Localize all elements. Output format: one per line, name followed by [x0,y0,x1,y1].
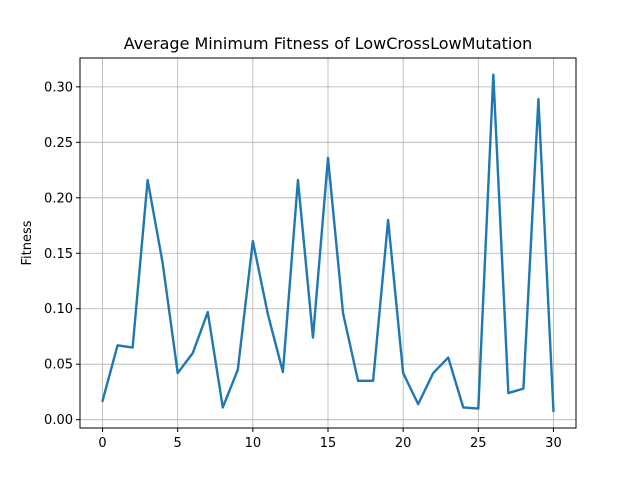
x-tick-label: 20 [395,436,412,451]
fitness-line [101,73,555,413]
x-tick-label: 0 [98,436,106,451]
chart-title: Average Minimum Fitness of LowCrossLowMu… [124,34,533,53]
x-tick-label: 25 [470,436,487,451]
y-tick-label: 0.05 [44,358,73,373]
plot-line-group [101,73,555,413]
y-tick-label: 0.15 [44,247,73,262]
y-tick-label: 0.00 [44,413,73,428]
y-tick-label: 0.30 [44,80,73,95]
x-tick-label: 15 [320,436,337,451]
y-tick-label: 0.20 [44,191,73,206]
x-tick-label: 30 [545,436,562,451]
x-tick-label: 5 [174,436,182,451]
y-tick-label: 0.25 [44,136,73,151]
y-axis-ticks: 0.00 0.05 0.10 0.15 0.20 0.25 0.30 [44,80,80,428]
y-tick-label: 0.10 [44,302,73,317]
x-tick-label: 10 [245,436,262,451]
y-axis-label: Fitness [20,220,35,265]
x-axis-ticks: 0 5 10 15 20 25 30 [98,428,562,451]
